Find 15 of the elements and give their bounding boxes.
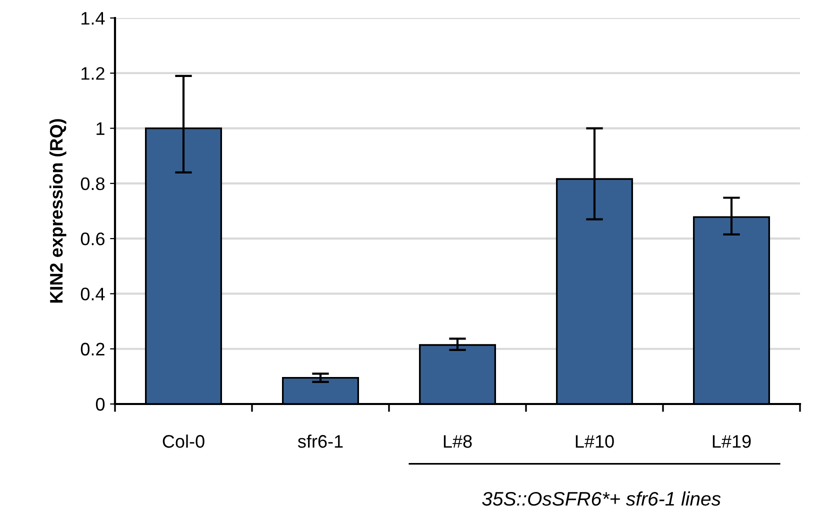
y-axis-title: KIN2 expression (RQ) xyxy=(49,119,66,303)
x-tick-label: L#19 xyxy=(712,435,751,448)
y-tick-label: 0 xyxy=(96,398,105,411)
y-tick-label: 1 xyxy=(96,122,104,135)
x-tick-label: Col-0 xyxy=(162,434,204,448)
y-tick-label: 0.6 xyxy=(80,232,104,246)
y-tick-label: 1.2 xyxy=(82,67,104,80)
x-tick-label: L#10 xyxy=(576,435,614,448)
y-tick-label: 1.4 xyxy=(82,12,105,25)
x-tick-label: sfr6-1 xyxy=(298,434,343,448)
x-tick-label: L#8 xyxy=(444,435,472,448)
text: 35S::OsSFR6*+ sfr6-1 lines xyxy=(482,491,721,506)
y-tick-label: 0.8 xyxy=(80,177,104,190)
y-tick-label: 0.4 xyxy=(80,288,105,300)
y-tick-label: 0.2 xyxy=(80,342,104,356)
